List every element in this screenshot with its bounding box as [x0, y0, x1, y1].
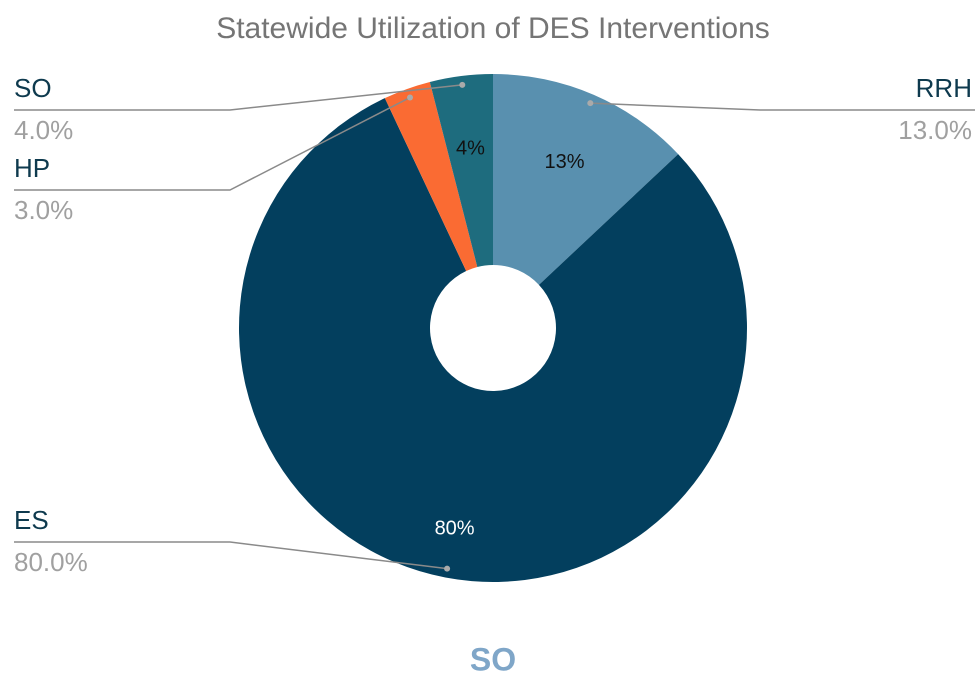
chart-title: Statewide Utilization of DES Interventio… — [216, 12, 770, 45]
slice — [493, 74, 679, 285]
leader-dot — [459, 81, 466, 88]
leader-dot — [407, 94, 414, 101]
leader-dot — [444, 565, 451, 572]
data-label: 13% — [544, 151, 584, 173]
slice — [429, 74, 493, 267]
leader-line — [14, 96, 411, 191]
slice — [384, 81, 478, 271]
outer-value-label: 3.0% — [14, 195, 73, 225]
leader-line — [590, 102, 975, 111]
legend-label: SO — [14, 73, 52, 103]
legend-label: HP — [14, 153, 50, 183]
legend-label: ES — [14, 505, 49, 535]
leader-dot — [587, 100, 594, 107]
leader-line — [14, 84, 463, 111]
outer-value-label: 80.0% — [14, 547, 88, 577]
data-label: 4% — [456, 138, 485, 160]
outer-value-label: 4.0% — [14, 115, 73, 145]
slice — [238, 98, 748, 583]
caption: SO — [470, 641, 516, 677]
legend-label: RRH — [916, 73, 972, 103]
leader-line — [14, 541, 448, 570]
outer-value-label: 13.0% — [898, 115, 972, 145]
data-label: 80% — [435, 518, 475, 540]
